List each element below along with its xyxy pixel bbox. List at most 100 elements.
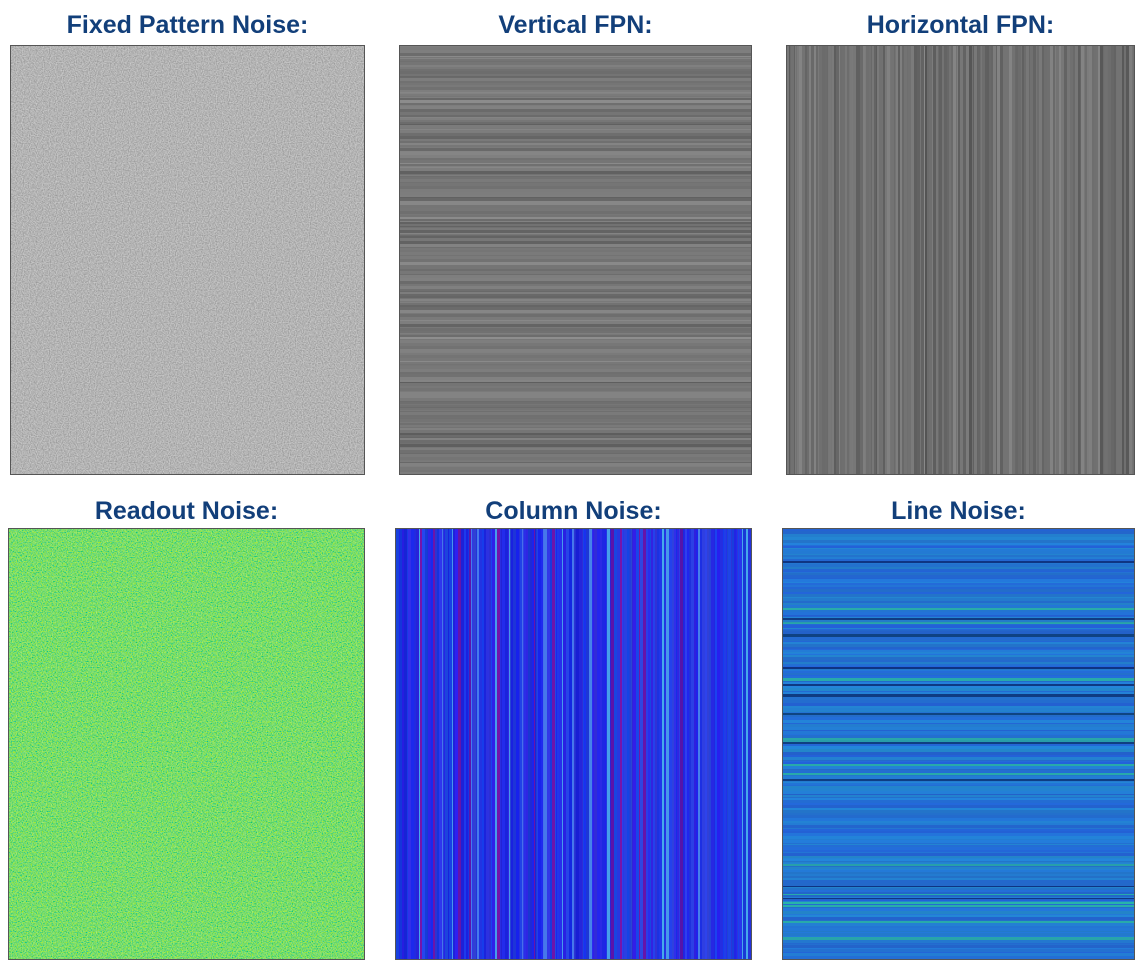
stripe bbox=[399, 133, 752, 136]
stripe bbox=[1089, 45, 1092, 475]
panel: Vertical FPN: bbox=[399, 11, 752, 475]
stripe bbox=[610, 528, 611, 960]
stripe bbox=[960, 45, 963, 475]
stripe bbox=[422, 528, 425, 960]
stripe bbox=[522, 528, 523, 960]
stripe bbox=[508, 528, 509, 960]
stripe bbox=[636, 528, 639, 960]
stripe bbox=[677, 528, 679, 960]
stripe bbox=[847, 45, 849, 475]
stripe bbox=[1108, 45, 1111, 475]
stripe bbox=[1044, 45, 1047, 475]
stripe bbox=[1006, 45, 1009, 475]
stripe bbox=[526, 528, 528, 960]
stripe bbox=[491, 528, 492, 960]
stripe bbox=[782, 853, 1135, 856]
stripe bbox=[592, 528, 593, 960]
stripe bbox=[782, 949, 1135, 952]
stripe bbox=[399, 275, 752, 278]
stripe bbox=[782, 594, 1135, 597]
stripe bbox=[399, 278, 752, 281]
stripe bbox=[471, 528, 472, 960]
stripe bbox=[453, 528, 455, 960]
stripe bbox=[399, 132, 752, 133]
stripe bbox=[782, 786, 1135, 788]
stripe bbox=[842, 45, 845, 475]
stripe bbox=[696, 528, 698, 960]
stripe bbox=[1098, 45, 1100, 475]
stripe bbox=[782, 920, 1135, 921]
stripe bbox=[782, 870, 1135, 872]
stripe bbox=[1084, 45, 1085, 475]
stripe bbox=[399, 256, 752, 259]
stripe bbox=[1087, 45, 1089, 475]
stripe bbox=[594, 528, 597, 960]
stripe bbox=[1078, 45, 1080, 475]
stripe bbox=[399, 120, 752, 122]
stripe bbox=[782, 831, 1135, 833]
stripe bbox=[672, 528, 674, 960]
stripe bbox=[399, 141, 752, 143]
stripe bbox=[860, 45, 863, 475]
stripe bbox=[399, 339, 752, 340]
stripe bbox=[607, 528, 610, 960]
stripe bbox=[399, 118, 752, 120]
stripe bbox=[1096, 45, 1098, 475]
stripe bbox=[1000, 45, 1003, 475]
stripe bbox=[782, 886, 1135, 887]
stripe bbox=[705, 528, 707, 960]
stripe bbox=[782, 561, 1135, 563]
stripe bbox=[431, 528, 433, 960]
stripe bbox=[782, 932, 1135, 933]
stripe bbox=[782, 598, 1135, 601]
stripe bbox=[782, 575, 1135, 578]
stripe bbox=[782, 833, 1135, 836]
stripe bbox=[782, 703, 1135, 706]
stripe bbox=[399, 177, 752, 179]
stripe bbox=[782, 731, 1135, 734]
stripe bbox=[399, 454, 752, 457]
stripe bbox=[782, 720, 1135, 723]
stripe bbox=[782, 660, 1135, 662]
stripe bbox=[782, 582, 1135, 583]
stripe bbox=[687, 528, 689, 960]
stripe bbox=[399, 443, 752, 444]
stripe bbox=[399, 224, 752, 226]
stripe bbox=[622, 528, 623, 960]
stripe bbox=[876, 45, 877, 475]
stripe bbox=[852, 45, 853, 475]
stripe bbox=[866, 45, 869, 475]
stripe bbox=[782, 864, 1135, 866]
stripe bbox=[726, 528, 727, 960]
stripe bbox=[492, 528, 495, 960]
stripe bbox=[782, 626, 1135, 628]
stripe bbox=[782, 670, 1135, 671]
stripe bbox=[782, 905, 1135, 907]
stripe bbox=[680, 528, 683, 960]
stripe bbox=[872, 45, 874, 475]
stripe bbox=[782, 653, 1135, 654]
stripe bbox=[782, 578, 1135, 579]
stripe bbox=[399, 302, 752, 303]
stripe bbox=[399, 238, 752, 241]
stripe bbox=[782, 608, 1135, 610]
stripe bbox=[589, 528, 592, 960]
stripe bbox=[602, 528, 605, 960]
stripe bbox=[676, 528, 677, 960]
stripe bbox=[516, 528, 519, 960]
stripe bbox=[1075, 45, 1078, 475]
stripe bbox=[399, 388, 752, 391]
stripe bbox=[399, 317, 752, 320]
stripe bbox=[782, 803, 1135, 805]
stripe bbox=[399, 47, 752, 50]
stripe bbox=[782, 887, 1135, 888]
stripe bbox=[685, 528, 687, 960]
stripe bbox=[782, 800, 1135, 803]
stripe bbox=[399, 83, 752, 85]
stripe bbox=[1073, 45, 1075, 475]
stripe bbox=[1117, 45, 1120, 475]
stripe bbox=[399, 427, 752, 428]
stripe bbox=[399, 301, 752, 302]
stripe bbox=[541, 528, 543, 960]
stripe bbox=[782, 746, 1135, 749]
